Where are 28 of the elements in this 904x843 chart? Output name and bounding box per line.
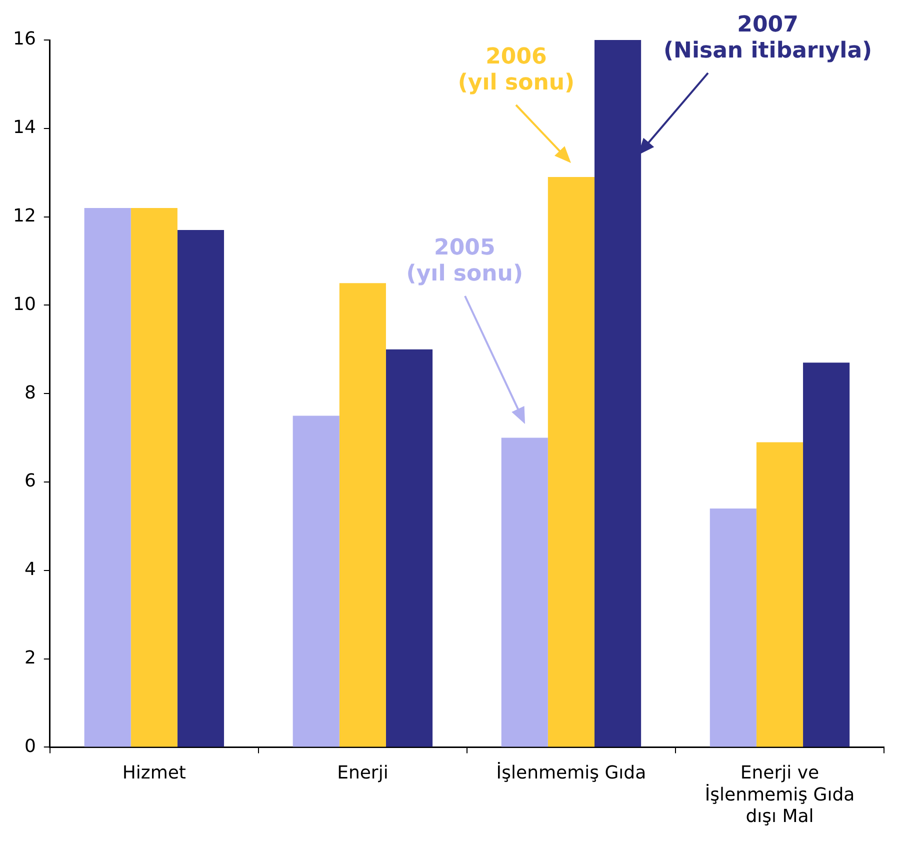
bar [548, 177, 594, 747]
y-tick-label: 16 [13, 28, 36, 50]
y-tick-label: 10 [13, 294, 36, 315]
y-tick-label: 14 [13, 117, 36, 138]
y-tick-label: 2 [24, 647, 36, 668]
bar [84, 208, 131, 747]
bar [130, 208, 178, 747]
bar [710, 508, 756, 747]
bar [803, 362, 850, 747]
bar [292, 416, 340, 747]
x-tick-label: Hizmet [122, 762, 186, 784]
x-tick-label: Enerji ve İşlenmemiş Gıda dışı Mal [704, 762, 855, 827]
x-tick-label: İşlenmemiş Gıda [496, 762, 646, 784]
bar [386, 349, 433, 747]
y-tick-label: 12 [13, 205, 36, 226]
series-label: 2007 (Nisan itibarıyla) [663, 12, 872, 64]
bar [594, 40, 642, 747]
text: 2005 (yıl sonu) [406, 236, 524, 287]
y-tick-label: 6 [24, 470, 36, 492]
y-tick-label: 0 [24, 736, 36, 757]
y-tick-label: 8 [24, 382, 36, 404]
bar [339, 283, 386, 747]
bar [177, 230, 224, 747]
y-tick-label: 4 [24, 559, 36, 580]
bar [501, 438, 548, 747]
text: 2006 (yıl sonu) [458, 44, 575, 96]
x-tick-label: Enerji [337, 762, 388, 784]
bar [756, 442, 804, 747]
